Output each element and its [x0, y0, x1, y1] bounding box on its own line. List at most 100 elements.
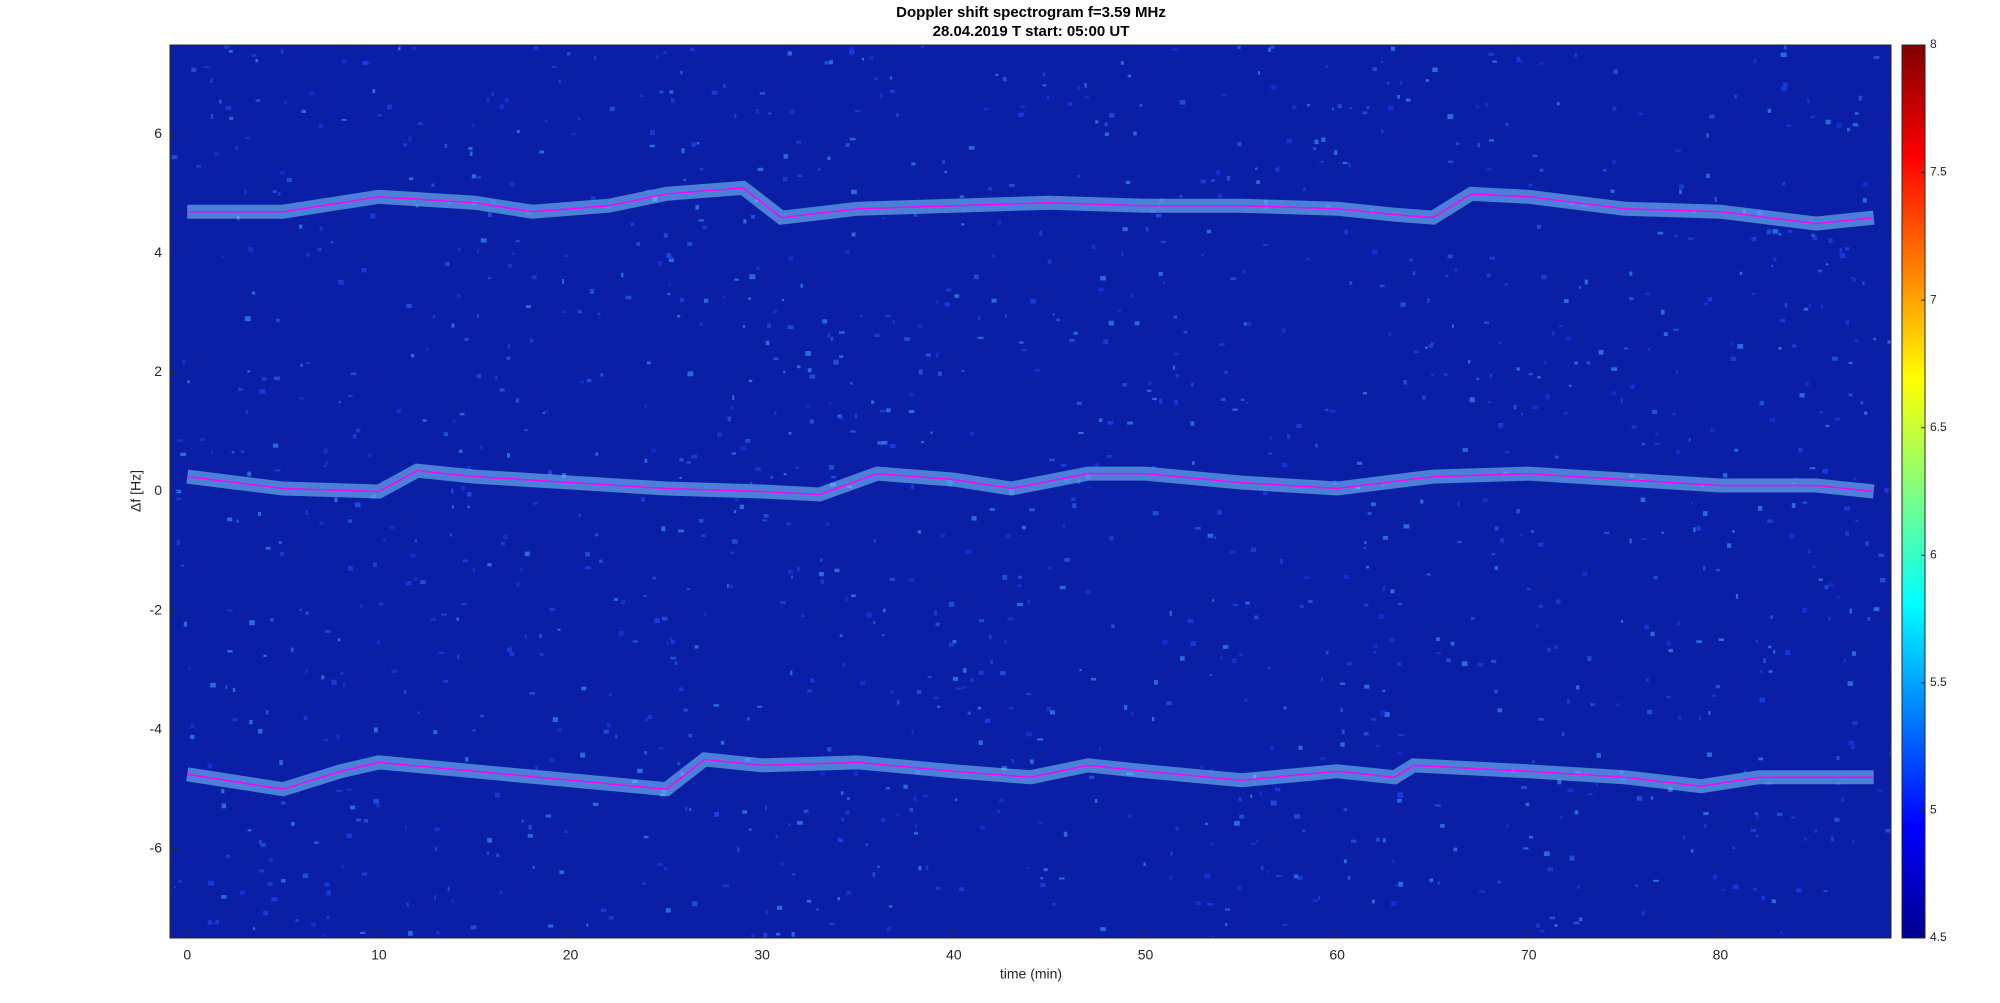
noise-speck: [1195, 526, 1201, 530]
noise-speck: [879, 92, 883, 98]
noise-speck: [1209, 673, 1213, 676]
noise-speck: [1245, 321, 1252, 326]
noise-speck: [796, 820, 803, 825]
noise-speck: [1773, 650, 1776, 654]
noise-speck: [1206, 229, 1212, 234]
noise-speck: [346, 788, 352, 791]
noise-speck: [968, 146, 975, 150]
noise-speck: [486, 97, 490, 103]
noise-speck: [414, 539, 418, 543]
noise-speck: [460, 486, 465, 491]
noise-speck: [410, 354, 415, 358]
noise-speck: [1269, 436, 1273, 440]
noise-speck: [512, 252, 515, 255]
noise-speck: [1644, 624, 1649, 630]
noise-speck: [679, 687, 684, 692]
noise-speck: [1347, 875, 1351, 880]
noise-speck: [1520, 412, 1524, 416]
noise-speck: [1303, 188, 1306, 191]
noise-speck: [336, 789, 343, 792]
noise-speck: [603, 729, 609, 734]
noise-speck: [805, 351, 812, 356]
noise-speck: [1389, 638, 1395, 643]
noise-speck: [420, 580, 426, 585]
noise-speck: [531, 275, 537, 280]
noise-speck: [874, 333, 880, 338]
noise-speck: [1828, 238, 1833, 243]
noise-speck: [1348, 163, 1351, 168]
noise-speck: [1647, 709, 1653, 715]
noise-speck: [1397, 752, 1402, 755]
noise-speck: [200, 437, 205, 442]
noise-speck: [1060, 463, 1067, 467]
noise-speck: [1759, 670, 1763, 673]
noise-speck: [700, 533, 706, 538]
noise-speck: [1810, 115, 1815, 119]
noise-speck: [650, 130, 655, 136]
noise-speck: [1230, 277, 1237, 281]
noise-speck: [1382, 689, 1386, 693]
noise-speck: [1210, 841, 1214, 846]
noise-speck: [203, 65, 210, 69]
noise-speck: [434, 846, 438, 852]
noise-speck: [759, 91, 766, 95]
noise-speck: [396, 408, 402, 414]
noise-speck: [1783, 82, 1788, 87]
noise-speck: [1712, 694, 1716, 698]
noise-speck: [1482, 498, 1488, 503]
noise-speck: [1059, 585, 1066, 590]
noise-speck: [225, 685, 228, 689]
noise-speck: [1170, 851, 1173, 856]
noise-speck: [831, 475, 837, 479]
noise-speck: [742, 325, 746, 328]
noise-speck: [1047, 566, 1052, 570]
noise-speck: [948, 642, 954, 647]
noise-speck: [1731, 341, 1734, 346]
noise-speck: [644, 404, 648, 408]
noise-speck: [408, 930, 413, 936]
noise-speck: [935, 353, 939, 358]
noise-speck: [524, 429, 528, 432]
noise-speck: [1849, 608, 1852, 614]
noise-speck: [1348, 107, 1352, 110]
noise-speck: [801, 614, 805, 617]
noise-speck: [249, 719, 253, 725]
noise-speck: [1209, 768, 1215, 773]
noise-speck: [417, 122, 423, 126]
noise-speck: [1471, 617, 1475, 620]
noise-speck: [1862, 182, 1868, 187]
colorbar-tick-label: 6.5: [1930, 420, 1947, 434]
noise-speck: [1877, 789, 1883, 792]
noise-speck: [1666, 641, 1671, 646]
noise-speck: [1025, 731, 1032, 737]
noise-speck: [354, 502, 361, 508]
noise-speck: [283, 100, 287, 105]
noise-speck: [1017, 584, 1022, 588]
noise-speck: [914, 831, 918, 835]
noise-speck: [872, 621, 876, 625]
noise-speck: [691, 454, 698, 459]
noise-speck: [788, 256, 793, 261]
noise-speck: [486, 852, 490, 855]
noise-speck: [1805, 382, 1810, 386]
noise-speck: [1885, 828, 1891, 833]
noise-speck: [825, 522, 830, 526]
noise-speck: [279, 170, 285, 175]
noise-speck: [765, 910, 769, 915]
noise-speck: [1666, 696, 1671, 699]
noise-speck: [496, 853, 500, 858]
colorbar-tick-label: 4.5: [1930, 930, 1947, 944]
noise-speck: [503, 535, 508, 540]
noise-speck: [571, 132, 576, 136]
noise-speck: [1679, 184, 1685, 189]
noise-speck: [742, 810, 748, 814]
noise-speck: [1636, 796, 1643, 801]
noise-speck: [979, 825, 985, 830]
noise-speck: [476, 249, 480, 254]
noise-speck: [1392, 859, 1395, 863]
noise-speck: [952, 676, 958, 681]
noise-speck: [922, 794, 929, 798]
colorbar-tick-label: 5: [1930, 803, 1937, 817]
noise-speck: [1224, 370, 1228, 374]
noise-speck: [1565, 336, 1572, 341]
